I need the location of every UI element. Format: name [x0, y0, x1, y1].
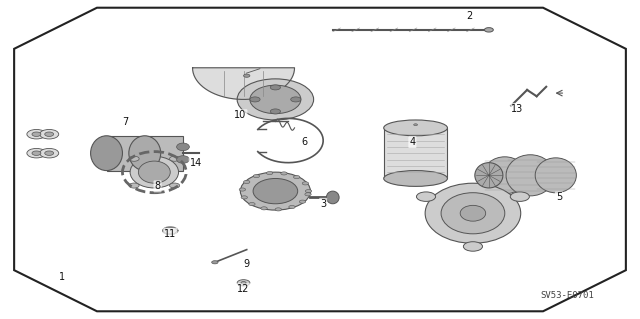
- Text: 12: 12: [237, 284, 250, 294]
- Circle shape: [45, 151, 54, 155]
- Circle shape: [170, 183, 180, 188]
- Circle shape: [294, 175, 300, 179]
- Circle shape: [129, 183, 139, 188]
- Circle shape: [32, 151, 41, 155]
- Circle shape: [249, 203, 255, 206]
- Circle shape: [463, 242, 483, 251]
- Ellipse shape: [241, 172, 310, 210]
- Circle shape: [170, 156, 180, 161]
- Circle shape: [40, 148, 59, 158]
- Circle shape: [275, 208, 282, 211]
- Ellipse shape: [384, 120, 447, 136]
- Text: 2: 2: [467, 11, 473, 21]
- Text: 7: 7: [122, 116, 129, 127]
- Ellipse shape: [237, 79, 314, 120]
- Bar: [384, 128, 447, 178]
- Circle shape: [281, 172, 287, 175]
- Polygon shape: [163, 227, 178, 234]
- Ellipse shape: [441, 193, 505, 234]
- Ellipse shape: [250, 85, 301, 114]
- Ellipse shape: [460, 205, 486, 221]
- Circle shape: [302, 182, 308, 185]
- Circle shape: [484, 28, 493, 32]
- Ellipse shape: [253, 178, 298, 204]
- Circle shape: [27, 148, 46, 158]
- Circle shape: [250, 97, 260, 102]
- Ellipse shape: [91, 136, 122, 171]
- Circle shape: [510, 192, 529, 201]
- Text: 6: 6: [301, 137, 307, 147]
- Text: 11: 11: [164, 229, 177, 239]
- Ellipse shape: [506, 155, 554, 196]
- Ellipse shape: [130, 156, 179, 188]
- Circle shape: [270, 109, 280, 114]
- Circle shape: [305, 193, 311, 196]
- Ellipse shape: [138, 161, 170, 183]
- Ellipse shape: [129, 136, 161, 171]
- Circle shape: [27, 130, 46, 139]
- Text: 13: 13: [511, 104, 524, 114]
- Bar: [106, 136, 183, 171]
- Circle shape: [212, 261, 218, 264]
- Circle shape: [241, 196, 248, 199]
- Text: 9: 9: [244, 259, 250, 269]
- Ellipse shape: [483, 157, 527, 194]
- Circle shape: [270, 85, 280, 90]
- Text: 4: 4: [410, 137, 415, 147]
- Ellipse shape: [425, 183, 521, 243]
- Circle shape: [300, 200, 306, 203]
- Ellipse shape: [475, 163, 503, 188]
- Text: SV53-E0701: SV53-E0701: [540, 291, 594, 300]
- Circle shape: [32, 132, 41, 137]
- Text: 10: 10: [234, 110, 246, 120]
- Circle shape: [289, 205, 295, 209]
- Ellipse shape: [384, 171, 447, 186]
- Circle shape: [237, 280, 250, 286]
- Circle shape: [291, 97, 301, 102]
- Text: 5: 5: [556, 192, 562, 203]
- Circle shape: [129, 156, 139, 161]
- Circle shape: [244, 74, 250, 77]
- Circle shape: [241, 282, 246, 284]
- Circle shape: [163, 227, 178, 234]
- Circle shape: [417, 192, 436, 201]
- Circle shape: [253, 174, 260, 178]
- Ellipse shape: [177, 143, 189, 151]
- Text: 14: 14: [189, 158, 202, 168]
- Ellipse shape: [177, 156, 189, 163]
- Circle shape: [45, 132, 54, 137]
- Polygon shape: [193, 68, 294, 100]
- Circle shape: [239, 188, 246, 191]
- Text: 3: 3: [320, 199, 326, 209]
- Text: 8: 8: [154, 182, 161, 191]
- Text: 1: 1: [59, 271, 65, 281]
- Ellipse shape: [535, 158, 577, 193]
- Circle shape: [40, 130, 59, 139]
- Circle shape: [266, 172, 273, 174]
- Circle shape: [305, 189, 312, 193]
- Circle shape: [243, 180, 250, 183]
- Ellipse shape: [326, 191, 339, 204]
- Circle shape: [261, 207, 268, 210]
- Circle shape: [413, 124, 417, 126]
